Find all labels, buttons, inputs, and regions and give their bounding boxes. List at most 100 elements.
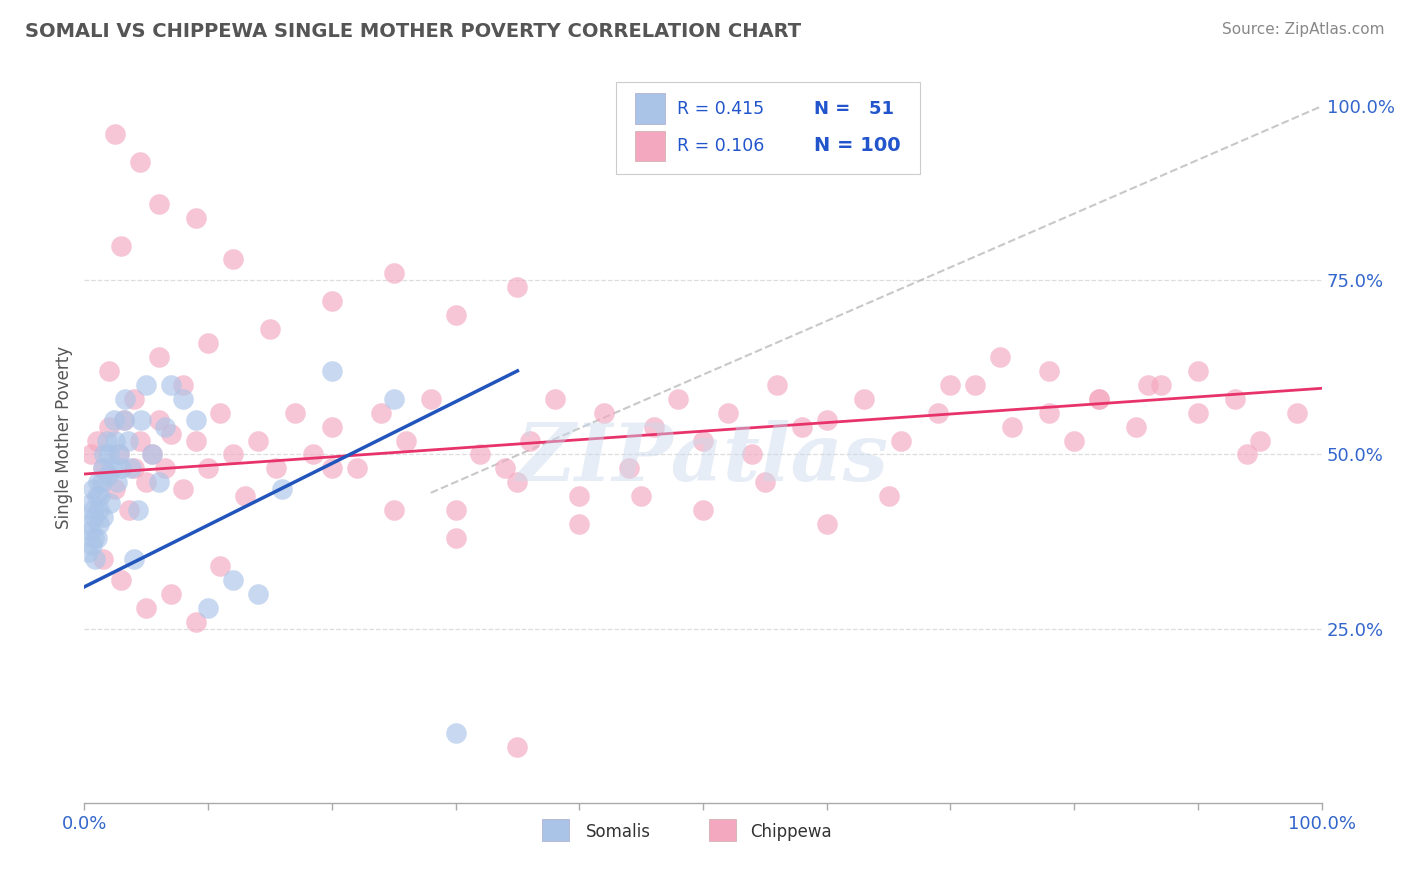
Point <box>89 517 111 532</box>
Point <box>1063 434 1085 448</box>
Point <box>222 448 245 462</box>
Point <box>494 461 516 475</box>
Point <box>444 531 467 545</box>
Point <box>939 377 962 392</box>
Point <box>264 461 287 475</box>
Point <box>160 426 183 441</box>
Point <box>395 434 418 448</box>
Point <box>97 468 120 483</box>
Point <box>692 434 714 448</box>
Point <box>118 503 141 517</box>
Point <box>1088 392 1111 406</box>
Point <box>197 336 219 351</box>
Text: SOMALI VS CHIPPEWA SINGLE MOTHER POVERTY CORRELATION CHART: SOMALI VS CHIPPEWA SINGLE MOTHER POVERTY… <box>25 22 801 41</box>
Point <box>419 392 441 406</box>
Text: ZIPatlas: ZIPatlas <box>517 420 889 498</box>
Point <box>988 350 1011 364</box>
Point <box>104 127 127 141</box>
Point <box>153 419 176 434</box>
Point <box>110 461 132 475</box>
Point <box>86 531 108 545</box>
Point <box>790 419 813 434</box>
Point <box>1038 364 1060 378</box>
Point <box>82 483 104 497</box>
Point <box>108 448 131 462</box>
Text: R = 0.415: R = 0.415 <box>678 100 763 118</box>
FancyBboxPatch shape <box>543 819 569 841</box>
Point <box>754 475 776 490</box>
Point <box>110 573 132 587</box>
Text: Chippewa: Chippewa <box>749 823 831 841</box>
Point <box>1187 406 1209 420</box>
Point <box>79 517 101 532</box>
Point <box>86 434 108 448</box>
Point <box>1038 406 1060 420</box>
Point <box>84 552 107 566</box>
FancyBboxPatch shape <box>636 130 665 161</box>
Point <box>83 510 105 524</box>
Point <box>1125 419 1147 434</box>
Point <box>1236 448 1258 462</box>
Point <box>112 412 135 426</box>
Point <box>135 475 157 490</box>
Point <box>852 392 875 406</box>
Point <box>1223 392 1246 406</box>
Point <box>692 503 714 517</box>
Point <box>79 448 101 462</box>
Point <box>91 510 114 524</box>
Point <box>79 524 101 538</box>
Point <box>127 503 149 517</box>
Point <box>382 503 405 517</box>
Text: R = 0.106: R = 0.106 <box>678 137 765 155</box>
Point <box>129 434 152 448</box>
Point <box>1150 377 1173 392</box>
Point <box>741 448 763 462</box>
Point <box>877 489 900 503</box>
Point <box>617 461 640 475</box>
Point <box>370 406 392 420</box>
Point <box>1088 392 1111 406</box>
Point <box>93 448 115 462</box>
Point <box>222 573 245 587</box>
Text: Source: ZipAtlas.com: Source: ZipAtlas.com <box>1222 22 1385 37</box>
Point <box>568 489 591 503</box>
Point <box>110 238 132 252</box>
Point <box>129 155 152 169</box>
Point <box>184 211 207 225</box>
Point <box>117 434 139 448</box>
Point <box>79 496 101 510</box>
Point <box>141 448 163 462</box>
Point <box>172 483 194 497</box>
Point <box>104 434 127 448</box>
Point <box>77 545 100 559</box>
Point <box>444 726 467 740</box>
Point <box>506 475 529 490</box>
Point <box>321 364 343 378</box>
Point <box>91 461 114 475</box>
Point <box>506 280 529 294</box>
FancyBboxPatch shape <box>636 94 665 124</box>
Point <box>815 412 838 426</box>
Point <box>141 448 163 462</box>
Point <box>346 461 368 475</box>
Point <box>153 461 176 475</box>
Point <box>593 406 616 420</box>
Point <box>122 461 145 475</box>
Point <box>643 419 665 434</box>
Point <box>568 517 591 532</box>
Point <box>1249 434 1271 448</box>
Point <box>965 377 987 392</box>
Point <box>815 517 838 532</box>
Point <box>103 412 125 426</box>
Point <box>114 392 136 406</box>
FancyBboxPatch shape <box>616 82 920 174</box>
Point <box>87 475 110 490</box>
Point <box>122 392 145 406</box>
Point <box>519 434 541 448</box>
Point <box>96 434 118 448</box>
Point <box>209 558 232 573</box>
Point <box>233 489 256 503</box>
Point <box>222 252 245 267</box>
Point <box>89 489 111 503</box>
Point <box>444 308 467 322</box>
